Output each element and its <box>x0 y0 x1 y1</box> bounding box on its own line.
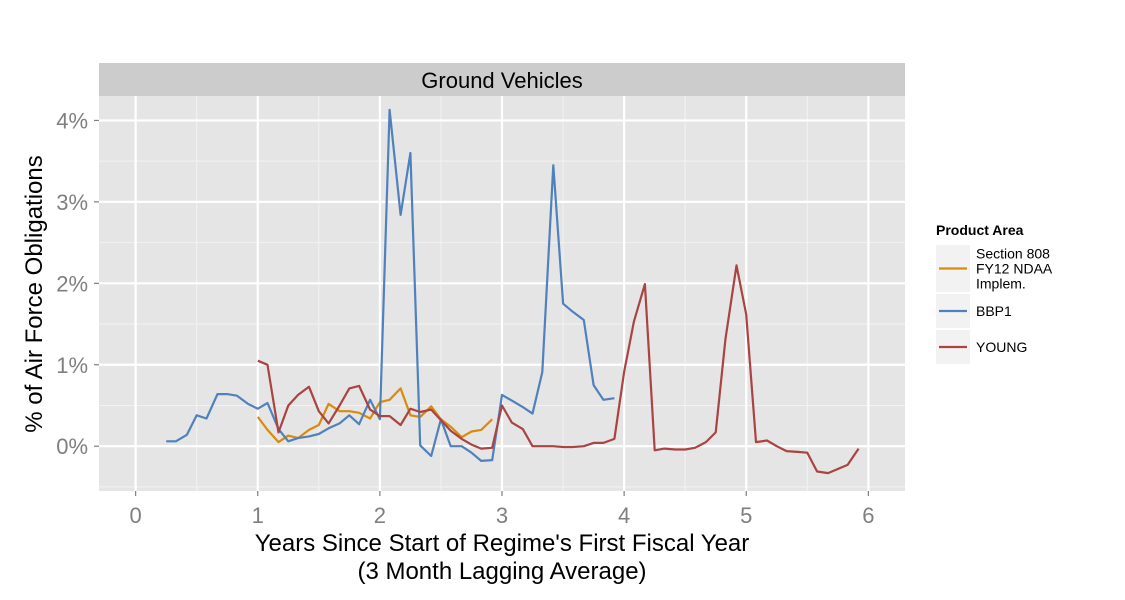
legend-label-0: Implem. <box>976 276 1026 292</box>
legend-label-2: YOUNG <box>976 339 1027 355</box>
series-line-1 <box>166 108 615 462</box>
y-tick-label: 4% <box>56 108 88 133</box>
x-tick-label: 0 <box>130 503 142 528</box>
y-tick-label: 1% <box>56 353 88 378</box>
legend-label-1: BBP1 <box>976 303 1012 319</box>
x-axis-title-line2: (3 Month Lagging Average) <box>357 558 646 585</box>
x-tick-label: 6 <box>862 503 874 528</box>
x-axis: 0 1 2 3 4 5 6 <box>130 491 874 528</box>
series-line-2 <box>257 264 860 475</box>
y-tick-label: 3% <box>56 190 88 215</box>
y-axis-title: % of Air Force Obligations <box>21 155 48 432</box>
x-tick-label: 4 <box>618 503 630 528</box>
series-lines <box>166 108 860 475</box>
y-tick-label: 0% <box>56 434 88 459</box>
x-tick-label: 2 <box>374 503 386 528</box>
x-tick-label: 1 <box>252 503 264 528</box>
legend-title: Product Area <box>936 222 1024 238</box>
major-gridlines <box>99 96 905 491</box>
x-axis-title-line1: Years Since Start of Regime's First Fisc… <box>255 530 750 557</box>
facet-label: Ground Vehicles <box>421 68 582 93</box>
y-axis: 0% 1% 2% 3% 4% <box>56 108 99 459</box>
strip-background <box>99 63 905 96</box>
legend-label-0: FY12 NDAA <box>976 261 1053 277</box>
x-tick-label: 5 <box>740 503 752 528</box>
x-tick-label: 3 <box>496 503 508 528</box>
y-tick-label: 2% <box>56 271 88 296</box>
legend-label-0: Section 808 <box>976 246 1050 262</box>
